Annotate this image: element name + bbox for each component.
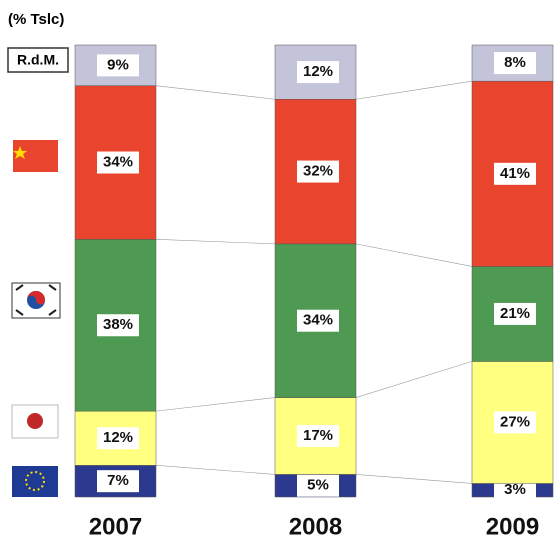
value-label: 32% <box>303 163 333 180</box>
connector-line <box>355 474 473 484</box>
value-label: 27% <box>500 413 530 430</box>
connector-line <box>355 243 473 267</box>
connector-line <box>155 465 276 475</box>
value-label: 12% <box>103 429 133 446</box>
x-tick-label: 2007 <box>89 513 142 540</box>
value-label: 12% <box>303 63 333 80</box>
value-label-box <box>494 52 536 75</box>
value-label: 9% <box>107 56 129 73</box>
value-label-box <box>97 470 139 493</box>
value-label-box <box>494 162 536 185</box>
value-label-box <box>297 309 339 332</box>
connector-line <box>355 80 473 100</box>
x-tick-label: 2009 <box>486 513 539 540</box>
connector-line <box>155 239 276 245</box>
value-label-box <box>494 479 536 502</box>
value-label: 7% <box>107 472 129 489</box>
value-label-box <box>494 302 536 325</box>
value-label: 38% <box>103 316 133 333</box>
legend-flag-korea <box>11 282 61 319</box>
legend-label: R.d.M. <box>17 52 59 68</box>
x-tick-label: 2008 <box>289 513 342 540</box>
value-label-box <box>97 151 139 174</box>
legend-flag-eu <box>12 466 58 497</box>
legend-box <box>7 47 69 73</box>
value-label: 8% <box>504 54 526 71</box>
value-label: 5% <box>307 477 329 494</box>
value-label: 34% <box>303 312 333 329</box>
connector-line <box>155 397 276 412</box>
value-label-box <box>297 474 339 497</box>
value-label-box <box>97 54 139 77</box>
value-label: 21% <box>500 305 530 322</box>
legend-flag-china <box>13 140 58 172</box>
value-label: 41% <box>500 165 530 182</box>
value-label-box <box>97 427 139 450</box>
value-label-box <box>97 314 139 337</box>
value-label: 17% <box>303 427 333 444</box>
connector-line <box>155 85 276 100</box>
value-label-box <box>494 411 536 434</box>
value-label-box <box>297 160 339 183</box>
connector-line <box>355 361 473 398</box>
value-label: 34% <box>103 153 133 170</box>
value-label-box <box>297 61 339 84</box>
value-label-box <box>297 424 339 447</box>
y-axis-label: (% Tslc) <box>8 11 64 28</box>
value-label: 3% <box>504 481 526 498</box>
legend-flag-japan <box>11 404 59 439</box>
